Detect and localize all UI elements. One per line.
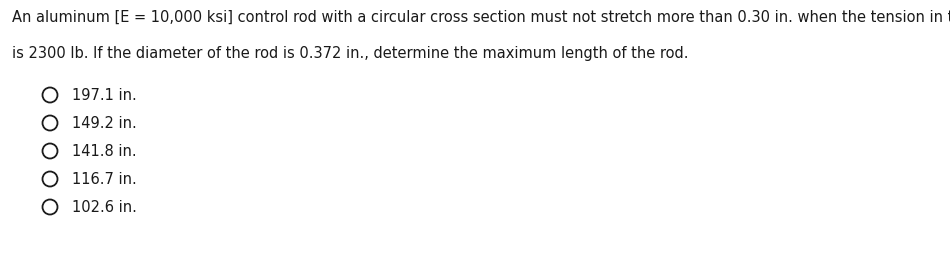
Text: 197.1 in.: 197.1 in. [72,88,137,102]
Text: 149.2 in.: 149.2 in. [72,115,137,131]
Text: is 2300 lb. If the diameter of the rod is 0.372 in., determine the maximum lengt: is 2300 lb. If the diameter of the rod i… [12,46,689,61]
Text: 141.8 in.: 141.8 in. [72,144,137,159]
Text: 116.7 in.: 116.7 in. [72,172,137,186]
Text: An aluminum [E = 10,000 ksi] control rod with a circular cross section must not : An aluminum [E = 10,000 ksi] control rod… [12,10,950,25]
Text: 102.6 in.: 102.6 in. [72,199,137,214]
